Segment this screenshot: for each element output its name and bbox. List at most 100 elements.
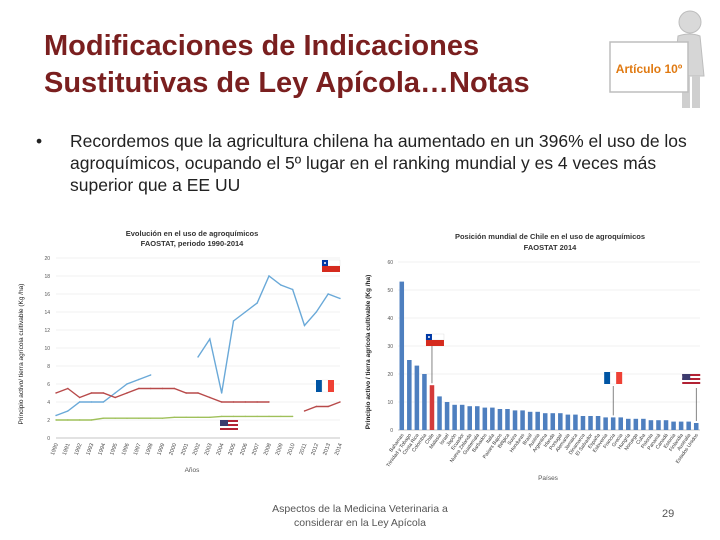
line-chart-evolution: Evolución en el uso de agroquímicos FAOS…: [18, 229, 344, 474]
bar-estados-unidos: [693, 423, 699, 430]
bar-chart-world-position: Posición mundial de Chile en el uso de a…: [365, 232, 701, 482]
data-point: [209, 416, 211, 418]
data-point: [90, 401, 93, 403]
bar-bélgica: [505, 409, 510, 430]
chart-left-subtitle: FAOSTAT, periodo 1990-2014: [141, 239, 244, 248]
flag-part: [322, 266, 340, 272]
x-tick-label: 2005: [228, 443, 238, 457]
flag-stripe: [682, 380, 701, 382]
bullet-point: • Recordemos que la agricultura chilena …: [36, 130, 696, 196]
sign-text: Artículo 10º: [616, 62, 683, 76]
chart-right-ylabel: Principio activo / tierra agrícola culti…: [365, 275, 372, 430]
page-number: 29: [662, 508, 675, 520]
data-point: [78, 419, 81, 421]
x-tick-label: 2004: [216, 443, 226, 457]
flag-stripe: [682, 376, 701, 378]
x-tick-label: Israel: [439, 433, 451, 446]
bar-trinidad-y-tobago: [407, 360, 412, 430]
bar-españa: [595, 416, 601, 430]
data-point: [268, 401, 270, 403]
bar-alemania: [565, 414, 571, 430]
data-point: [315, 405, 318, 408]
data-point: [220, 415, 223, 418]
usa-flag-icon: [220, 420, 238, 432]
y-tick-label: 6: [47, 382, 50, 388]
bar-finlandia: [678, 421, 684, 430]
x-tick-label: 2006: [239, 443, 249, 457]
bar-grecia: [618, 417, 623, 430]
data-point: [102, 417, 105, 419]
data-point: [280, 415, 282, 418]
chart-right-title: Posición mundial de Chile en el uso de a…: [455, 232, 645, 241]
flag-canton: [220, 420, 228, 426]
data-point: [185, 416, 187, 418]
data-point: [138, 417, 140, 419]
chile-flag-icon: [425, 333, 445, 346]
flag-part: [425, 340, 444, 346]
data-point: [315, 311, 318, 313]
bar-el-salvador: [588, 416, 593, 430]
x-tick-label: 1998: [145, 443, 155, 457]
data-point: [114, 392, 116, 394]
bar-cuba: [641, 418, 646, 430]
y-tick-label: 18: [44, 274, 50, 280]
bar-ecuador: [459, 404, 465, 430]
data-point: [244, 311, 247, 313]
flag-stripe: [220, 430, 238, 432]
chart-left-xlabel: Años: [185, 467, 201, 474]
data-point: [268, 415, 270, 418]
bar-chile: [429, 385, 435, 430]
chart-right-xlabel: Países: [538, 475, 559, 482]
bar-canadá: [663, 420, 669, 430]
usa-flag-icon: [682, 374, 701, 386]
bar-bahamas: [399, 281, 405, 430]
y-tick-label: 14: [44, 310, 50, 316]
y-tick-label: 30: [387, 344, 393, 350]
data-point: [90, 419, 93, 421]
x-tick-label: 2007: [251, 443, 261, 457]
bar-portugal: [558, 413, 563, 430]
bar-países-bajos: [497, 409, 503, 430]
series-line-ee-uu: [55, 387, 269, 403]
x-tick-label: 2012: [310, 443, 320, 457]
bar-suiza: [512, 410, 518, 430]
y-tick-label: 20: [387, 372, 393, 378]
data-point: [303, 324, 306, 327]
data-point: [126, 383, 128, 385]
data-point: [138, 387, 140, 390]
data-point: [149, 417, 152, 419]
x-tick-label: 1996: [121, 443, 131, 457]
data-point: [256, 401, 258, 403]
data-point: [232, 415, 235, 418]
data-point: [102, 401, 105, 403]
data-point: [303, 410, 306, 412]
bar-brasil: [527, 411, 533, 430]
data-point: [114, 417, 116, 419]
flag-stripe: [220, 420, 238, 422]
data-point: [185, 392, 187, 394]
data-point: [102, 392, 105, 394]
flag-stripe: [220, 424, 238, 426]
x-tick-label: 2003: [204, 443, 214, 457]
x-tick-label: 2014: [334, 443, 344, 457]
slide-title: Modificaciones de Indicaciones Sustituti…: [44, 28, 584, 102]
bar-australia: [686, 421, 691, 430]
data-point: [67, 419, 69, 421]
data-point: [232, 401, 235, 403]
bar-irlanda: [550, 413, 556, 430]
flag-part: [316, 380, 322, 392]
flag-stripe: [220, 426, 238, 428]
data-point: [161, 417, 164, 419]
data-point: [55, 414, 57, 417]
data-point: [126, 392, 128, 394]
flag-part: [321, 379, 329, 393]
y-tick-label: 0: [47, 436, 50, 442]
y-tick-label: 10: [44, 346, 50, 352]
bar-estonia: [671, 421, 676, 430]
y-tick-label: 12: [44, 328, 50, 334]
data-point: [220, 401, 223, 403]
slide-footer: Aspectos de la Medicina Veterinaria a co…: [262, 502, 458, 530]
x-tick-label: 2002: [192, 443, 202, 457]
x-tick-label: 2000: [168, 443, 178, 457]
flag-stripe: [682, 378, 701, 380]
